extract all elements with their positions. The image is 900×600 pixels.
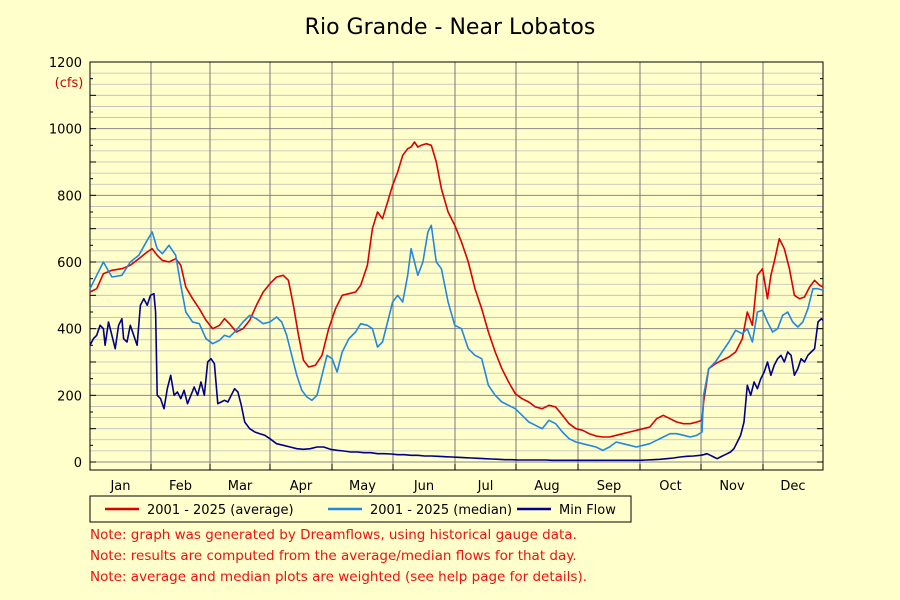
- series-group: [89, 141, 824, 462]
- legend: 2001 - 2025 (average) 2001 - 2025 (median…: [89, 495, 632, 523]
- y-tick-label: 600: [57, 256, 82, 271]
- legend-label: Min Flow: [559, 503, 616, 518]
- y-tick-label: 1000: [49, 123, 82, 138]
- x-tick-label: Sep: [597, 479, 622, 494]
- x-tick-label: Jun: [413, 479, 434, 494]
- legend-label: 2001 - 2025 (median): [370, 503, 512, 518]
- y-tick-label: 0: [74, 456, 82, 471]
- note-line-1: Note: graph was generated by Dreamflows,…: [90, 527, 577, 543]
- x-tick-label: Jan: [109, 479, 130, 494]
- y-tick-label: 800: [57, 189, 82, 204]
- y-tick-label: 400: [57, 323, 82, 338]
- note-line-2: Note: results are computed from the aver…: [90, 548, 577, 564]
- x-tick-label: Feb: [169, 479, 192, 494]
- x-tick-label: Apr: [290, 479, 313, 494]
- x-tick-label: Dec: [780, 479, 805, 494]
- x-tick-label: Aug: [534, 479, 559, 494]
- series-line: [89, 224, 824, 452]
- x-tick-label: Oct: [659, 479, 681, 494]
- chart-title: Rio Grande - Near Lobatos: [305, 15, 596, 40]
- legend-label: 2001 - 2025 (average): [147, 503, 294, 518]
- axis-ticks: 0 200 400 600 800 1000 1200 Jan Feb Mar Apr May Jun J…: [49, 56, 824, 494]
- y-axis-unit: (cfs): [55, 76, 84, 91]
- x-tick-label: Mar: [228, 479, 253, 494]
- y-tick-label: 1200: [49, 56, 82, 71]
- plot-frame: [89, 61, 824, 471]
- series-line: [89, 141, 824, 438]
- x-tick-label: May: [349, 479, 376, 494]
- x-tick-label: Jul: [477, 479, 494, 494]
- series-line: [89, 292, 824, 462]
- y-tick-label: 200: [57, 389, 82, 404]
- chart-grid: [90, 61, 823, 470]
- note-line-3: Note: average and median plots are weigh…: [90, 569, 588, 585]
- x-tick-label: Nov: [719, 479, 745, 494]
